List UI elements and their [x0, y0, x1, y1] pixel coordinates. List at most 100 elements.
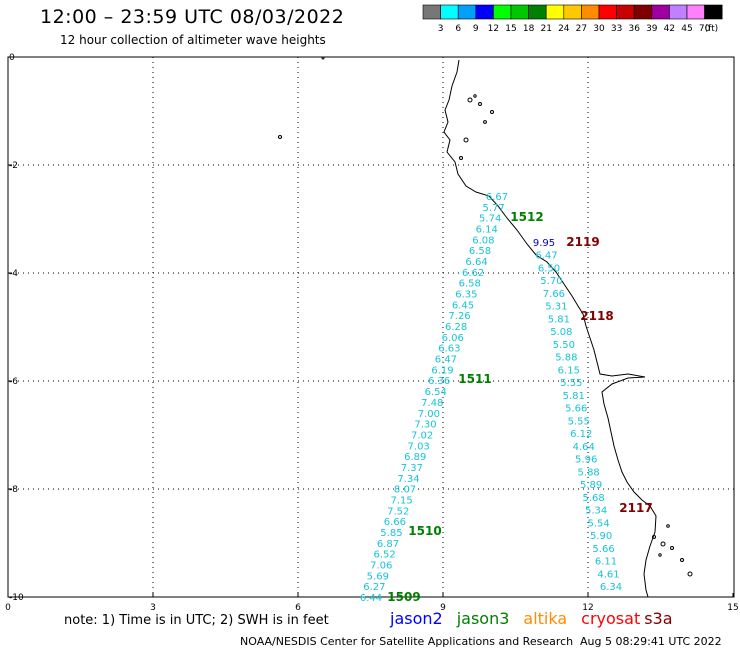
lat-lon-grid	[8, 57, 734, 597]
y-tick-label: -2	[9, 161, 18, 171]
jason3-pass-label: 1512	[510, 210, 543, 224]
swh-value: 7.02	[411, 430, 433, 441]
credit-line: NOAA/NESDIS Center for Satellite Applica…	[240, 635, 574, 648]
legend-swatch	[457, 4, 477, 20]
y-tick-label: -4	[9, 269, 18, 279]
x-tick-label: 0	[5, 603, 11, 613]
legend-swatch	[581, 4, 600, 20]
legend-swatch	[422, 4, 441, 20]
swh-value: 5.68	[582, 493, 604, 504]
legend-swatch	[633, 4, 653, 20]
swh-value: 7.30	[414, 420, 436, 431]
map-subtitle: 12 hour collection of altimeter wave hei…	[60, 33, 326, 47]
swh-value: 6.34	[600, 582, 622, 593]
legend-label: 9	[473, 24, 479, 34]
swh-value: 5.69	[367, 571, 389, 582]
island-outline	[666, 524, 670, 528]
island-outline	[459, 156, 463, 160]
island-outline	[473, 94, 477, 98]
y-tick-label: -8	[9, 485, 18, 495]
island-outline	[321, 56, 325, 60]
legend-swatch	[704, 4, 723, 20]
swh-value: 6.58	[459, 279, 481, 290]
legend-label: 21	[540, 24, 551, 34]
generation-timestamp: Aug 5 08:29:41 UTC 2022	[580, 635, 722, 648]
swh-value: 5.66	[565, 404, 587, 415]
x-tick-label: 6	[295, 603, 301, 613]
swh-value: 7.37	[401, 463, 423, 474]
swh-value: 5.90	[590, 531, 612, 542]
swh-value: 5.55	[568, 416, 590, 427]
legend-label: 30	[593, 24, 605, 34]
swh-value: 7.00	[418, 409, 440, 420]
jason3-track: 6.675.775.746.146.086.586.646.626.586.35…	[360, 192, 508, 604]
pass-labels: 1512 1511 1510 1509 2119 2118 2117	[387, 210, 652, 604]
island-outline	[670, 546, 674, 550]
cryosat-track: 9.956.476.505.707.665.315.815.085.505.88…	[533, 238, 622, 593]
swh-value: 7.66	[543, 289, 565, 300]
y-tick-label: 0	[9, 53, 15, 63]
swh-value: 4.61	[597, 569, 619, 580]
legend-swatch	[598, 4, 617, 20]
swh-value: 6.58	[469, 246, 491, 257]
swh-value: 7.03	[408, 441, 430, 452]
legend-label: 24	[558, 24, 570, 34]
swh-value: 6.67	[486, 192, 508, 203]
swh-value: 6.28	[445, 322, 467, 333]
legend-unit: (ft)	[705, 24, 719, 34]
satellite-name-s3a: s3a	[644, 609, 673, 628]
legend-swatch	[669, 4, 688, 20]
cryosat-pass-label: 2118	[580, 309, 613, 323]
legend-label: 39	[646, 24, 658, 34]
swh-value: 8.07	[394, 485, 416, 496]
legend-swatch	[563, 4, 582, 20]
swh-value: 7.52	[387, 506, 409, 517]
island-outline	[463, 137, 469, 143]
coastline	[278, 56, 693, 598]
swh-value: 5.81	[548, 314, 570, 325]
legend-swatch	[510, 4, 529, 20]
swh-value: 6.08	[472, 235, 494, 246]
jason3-pass-label: 1510	[408, 524, 441, 538]
x-tick-label: 12	[582, 603, 593, 613]
swh-value: 7.48	[421, 398, 443, 409]
island-outline	[680, 558, 684, 562]
legend-label: 6	[455, 24, 461, 34]
legend-swatch	[440, 4, 459, 20]
swh-value: 6.63	[438, 344, 460, 355]
swh-value: 7.06	[370, 560, 392, 571]
legend-label: 3	[438, 24, 444, 34]
swh-value: 5.54	[587, 518, 609, 529]
swh-value: 5.88	[555, 353, 577, 364]
swh-value: 4.64	[573, 442, 595, 453]
swh-value: 6.52	[373, 550, 395, 561]
island-outline	[483, 120, 487, 124]
legend-label: 36	[628, 24, 640, 34]
swh-value: 6.35	[455, 290, 477, 301]
island-outline	[660, 541, 666, 547]
jason3-pass-label: 1509	[387, 590, 420, 604]
jason3-pass-label: 1511	[458, 372, 491, 386]
footnote: note: 1) Time is in UTC; 2) SWH is in fe…	[64, 613, 329, 628]
color-legend: 3 6 9 12 15 18 21 24 27 30 33 36 39 42 45 70(ft)	[422, 4, 723, 34]
island-outline	[658, 553, 662, 557]
x-tick-label: 15	[727, 603, 738, 613]
swh-value: 6.54	[425, 387, 447, 398]
swh-value: 5.55	[560, 378, 582, 389]
swh-value: 6.50	[538, 263, 560, 274]
swh-value: 6.47	[535, 251, 557, 262]
swh-value: 6.14	[476, 225, 498, 236]
island-outline	[467, 97, 473, 103]
swh-value: 6.11	[595, 557, 617, 568]
swh-value: 5.66	[592, 544, 614, 555]
legend-swatch	[475, 4, 494, 20]
satellite-name-cryosat: cryosat	[581, 609, 641, 628]
cryosat-pass-label: 2119	[566, 235, 599, 249]
island-outline	[478, 102, 482, 106]
legend-swatch	[616, 4, 635, 20]
swh-value: 6.87	[377, 539, 399, 550]
legend-label: 12	[488, 24, 499, 34]
legend-swatch	[686, 4, 705, 20]
legend-swatch	[545, 4, 565, 20]
